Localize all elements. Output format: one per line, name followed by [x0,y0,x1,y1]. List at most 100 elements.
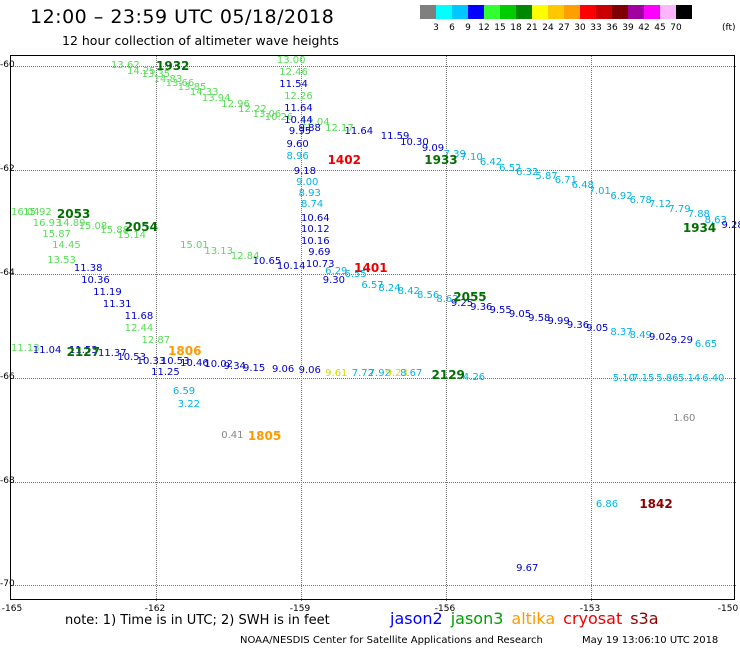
map-plot-area: 13.62 14.25 13.35 14.83 13.66 13.85 14.33 13.94… [10,55,740,601]
wave-height-value: 9.55 [489,305,512,317]
latitude-gridline [11,377,736,379]
wave-height-value: 9.36 [566,319,590,331]
wave-height-value: 9.69 [308,247,331,259]
wave-height-value: 9.15 [243,362,266,374]
color-scale-label: 45 [654,23,666,33]
wave-height-value: 6.32 [516,166,539,178]
wave-height-value: 6.59 [172,385,196,397]
wave-height-value: 11.59 [380,131,410,143]
wave-height-value: 9.05 [508,309,532,320]
wave-height-value: 9.34 [223,361,246,373]
map-title: 12:00 – 23:59 UTC 05/18/2018 [30,6,335,28]
wave-height-value: 9.30 [322,275,346,287]
wave-height-value: 8.56 [417,289,440,301]
pass-time-label: 2054 [124,220,158,235]
wave-height-value: 11.64 [344,126,374,138]
longitude-label: -165 [1,604,23,614]
wave-height-value: 13.06 [252,108,282,120]
color-swatch [484,5,500,19]
pass-time-label: 1934 [682,221,717,236]
wave-height-value: 12.87 [141,335,171,347]
wave-height-value: 6.48 [571,179,594,191]
wave-height-value: 14.33 [189,87,219,99]
color-scale-label: 39 [622,23,634,33]
color-scale-label: 6 [449,23,455,33]
pass-time-label: 1402 [327,152,361,167]
color-swatch [676,5,692,19]
latitude-gridline [11,66,736,68]
color-swatch [516,5,532,19]
wave-height-value: 11.64 [284,102,313,114]
latitude-gridline [11,481,736,483]
longitude-gridline [156,56,157,601]
wave-height-value: 11.19 [93,286,122,298]
pass-time-label: 2053 [56,206,91,221]
wave-height-value: 7.92 [368,368,391,380]
wave-height-value: 7.01 [588,185,611,197]
wave-height-value: 8.67 [400,368,423,380]
latitude-label: -70 [0,579,15,590]
generated-timestamp: May 19 13:06:10 UTC 2018 [582,635,719,646]
wave-height-value: 12.44 [124,323,154,335]
wave-height-value: 10.64 [301,212,330,224]
color-scale-unit: (ft) [722,23,736,33]
wave-height-value: 15.01 [180,240,209,252]
wave-height-value: 11.04 [32,344,62,356]
wave-height-value: 9.95 [288,125,312,137]
wave-height-value: 9.58 [528,312,551,324]
wave-height-value: 14.83 [153,74,183,86]
wave-height-value: 15.92 [23,207,52,219]
wave-height-value: 9.60 [286,138,309,150]
wave-height-value: 9.25 [450,298,474,310]
color-swatch [468,5,484,19]
color-swatch [452,5,468,19]
color-swatch [644,5,660,19]
wave-height-value: 9.05 [586,323,609,335]
wave-height-value: 12.04 [301,117,330,129]
latitude-label: -64 [0,268,15,278]
pass-time-label: 1401 [354,260,388,275]
wave-height-value: 8.62 [436,293,459,305]
wave-height-value: 10.16 [301,235,330,247]
wave-height-value: 6.86 [595,498,619,510]
wave-height-value: 7.15 [632,372,655,384]
wave-height-value: 14.25 [127,65,156,77]
wave-height-value: 6.57 [361,279,384,291]
wave-height-value: 9.88 [298,122,321,134]
wave-height-value: 8.37 [610,326,633,338]
color-scale-label: 24 [542,23,554,33]
color-swatch [436,5,452,19]
wave-height-value: 5.10 [612,372,636,384]
color-swatch [628,5,644,19]
wave-height-value: 11.53 [69,344,98,356]
wave-height-value: 9.36 [470,301,493,313]
longitude-label: -162 [144,604,166,614]
color-scale-label: 3 [433,23,439,33]
color-scale-label: 36 [606,23,618,33]
footer-note: note: 1) Time is in UTC; 2) SWH is in fe… [65,613,330,628]
wave-height-value: 11.68 [124,310,154,322]
wave-height-value: 13.85 [177,82,207,94]
wave-height-value: 8.63 [704,214,727,226]
wave-height-value: 14.89 [56,217,86,229]
legend-satellite-jason3: jason3 [450,609,504,628]
wave-height-value: 4.26 [462,371,486,383]
wave-height-value: 10.14 [276,260,306,272]
wave-height-value: 12.84 [230,250,260,262]
color-scale-label: 70 [670,23,682,33]
wave-height-value: 16.04 [11,207,40,219]
latitude-label: -66 [0,371,15,382]
wave-height-value: 13.66 [165,78,195,90]
wave-height-value: 8.49 [629,329,652,341]
wave-height-value: 7.79 [668,204,691,216]
longitude-gridline [591,56,592,601]
wave-height-value: 10.02 [204,359,233,371]
wave-height-value: 6.92 [610,191,633,203]
wave-height-value: 9.02 [649,332,672,344]
wave-height-value: 6.65 [694,338,718,350]
color-swatch [564,5,580,19]
latitude-gridline [11,170,736,172]
wave-height-value: 11.37 [98,348,127,360]
latitude-gridline [11,274,736,275]
wave-height-value: 7.12 [649,199,672,211]
